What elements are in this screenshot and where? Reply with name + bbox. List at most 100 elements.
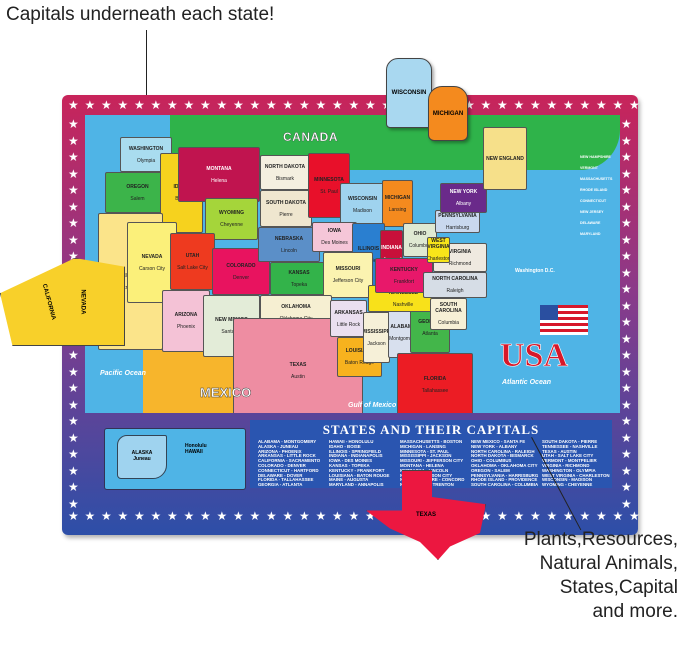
star-icon: ★ (68, 216, 79, 230)
star-icon: ★ (101, 98, 112, 112)
state-arkansas[interactable]: ARKANSAS Little Rock (330, 300, 367, 337)
state-wisconsin[interactable]: WISCONSIN Madison (340, 183, 385, 227)
state-mississippi[interactable]: MISSISSIPPI Jackson (363, 312, 390, 363)
state-capital: Nashville (392, 301, 414, 308)
star-icon: ★ (621, 430, 632, 445)
star-icon: ★ (68, 183, 79, 197)
star-icon: ★ (68, 430, 79, 445)
star-icon: ★ (365, 509, 376, 523)
state-name: LOUISIANA (345, 348, 374, 354)
state-name: COLORADO (226, 262, 256, 269)
state-capital: Bismark (275, 175, 295, 182)
state-nebraska[interactable]: NEBRASKA Lincoln (258, 227, 320, 262)
state-florida[interactable]: FLORIDA Tallahassee (397, 353, 473, 413)
star-icon: ★ (249, 98, 261, 112)
state-capital: Montgomery (389, 336, 417, 342)
state-kansas[interactable]: KANSAS Topeka (270, 262, 328, 295)
star-icon: ★ (621, 232, 632, 247)
capital-entry: CONNECTICUT - HARTFORD (258, 467, 319, 473)
star-icon: ★ (299, 98, 310, 112)
state-new-england[interactable]: NEW ENGLAND (483, 127, 527, 190)
loose-piece-michigan[interactable]: MICHIGAN (428, 86, 468, 141)
state-capital: Madison (353, 208, 372, 214)
star-icon: ★ (68, 381, 79, 395)
state-south-carolina[interactable]: SOUTH CAROLINA Columbia (430, 298, 467, 330)
capital-entry: WASHINGTON - OLYMPIA (542, 467, 596, 473)
state-utah[interactable]: UTAH Salt Lake City (170, 233, 215, 290)
alaska-piece[interactable]: ALASKA Juneau (117, 435, 167, 479)
state-label-maryland: MARYLAND (580, 232, 601, 236)
star-icon: ★ (596, 509, 607, 523)
capital-entry: MICHIGAN - LANSING (400, 443, 446, 449)
star-icon: ★ (621, 183, 632, 197)
star-icon: ★ (497, 98, 508, 112)
state-name: NEW ENGLAND (486, 155, 524, 162)
pacific-ocean-label: Pacific Ocean (100, 370, 146, 377)
state-label-vermont: VERMONT (580, 166, 598, 170)
state-name: KANSAS (288, 269, 310, 276)
capitals-title: STATES AND THEIR CAPITALS (322, 422, 540, 437)
star-icon: ★ (621, 117, 632, 131)
state-west-virginia[interactable]: WEST VIRGINIA Charleston (427, 237, 450, 263)
star-icon: ★ (216, 509, 228, 523)
state-capital: Des Moines (321, 240, 348, 246)
star-icon: ★ (513, 509, 525, 523)
star-icon: ★ (68, 463, 79, 478)
state-name: ILLINOIS (357, 246, 380, 252)
capital-entry: LOUISIANA - BATON ROUGE (329, 472, 390, 478)
us-map: WASHINGTONOlympiaOREGONSalemIDAHOBoiseMO… (85, 115, 620, 413)
state-name: WEST VIRGINIA (427, 238, 450, 250)
capital-entry: UTAH - SALT LAKE CITY (542, 453, 594, 459)
star-icon: ★ (68, 150, 79, 164)
capital-entry: MASSACHUSETTS - BOSTON (400, 439, 463, 444)
state-new-york[interactable]: NEW YORK Albany (440, 183, 487, 213)
star-icon: ★ (68, 509, 79, 523)
star-icon: ★ (621, 315, 632, 329)
state-capital: Topeka (290, 281, 308, 288)
state-capital: Little Rock (336, 321, 361, 328)
star-icon: ★ (621, 265, 632, 280)
state-capital: Santa Fe (221, 329, 242, 335)
state-capital: Austin (291, 373, 305, 380)
capital-entry: SOUTH CAROLINA - COLUMBIA (471, 482, 539, 488)
state-iowa[interactable]: IOWA Des Moines (312, 222, 357, 252)
state-south-dakota[interactable]: SOUTH DAKOTA Pierre (260, 190, 312, 227)
state-arizona[interactable]: ARIZONA Phoenix (162, 290, 210, 352)
capital-entry: OREGON - SALEM (471, 467, 510, 473)
star-icon: ★ (621, 463, 632, 478)
state-nevada[interactable]: NEVADA Carson City (127, 222, 177, 303)
loose-piece-california-nevada[interactable]: CALIFORNIA NEVADA (0, 258, 125, 346)
state-name: OREGON (126, 183, 149, 190)
state-michigan[interactable]: MICHIGAN Lansing (382, 180, 413, 227)
state-label-massachusetts: MASSACHUSETTS (580, 177, 613, 181)
state-north-dakota[interactable]: NORTH DAKOTA Bismark (260, 155, 310, 190)
state-oregon[interactable]: OREGON Salem (105, 172, 170, 213)
capital-entry: TEXAS - AUSTIN (542, 448, 577, 454)
capital-entry: NORTH DAKOTA - BISMARCK (471, 453, 534, 459)
star-icon: ★ (150, 509, 162, 523)
star-icon: ★ (621, 496, 632, 511)
state-label-new-jersey: NEW JERSEY (580, 210, 604, 214)
state-capital: Carson City (138, 265, 166, 272)
capital-entry: WEST VIRGINIA - CHARLESTON (542, 472, 610, 478)
capital-entry: MAINE - AUGUSTA (329, 477, 369, 483)
state-name: WASHINGTON (128, 145, 164, 152)
alaska-hawaii-inset: ALASKA Juneau Honolulu HAWAII (104, 428, 246, 490)
state-pennsylvania[interactable]: PENNSYLVANIA Harrisburg (435, 210, 480, 233)
loose-piece-wisconsin[interactable]: WISCONSIN (386, 58, 432, 128)
state-missouri[interactable]: MISSOURI Jefferson City (323, 252, 373, 298)
capital-entry: MINNESOTA - ST. PAUL (400, 448, 449, 454)
state-north-carolina[interactable]: NORTH CAROLINA Raleigh (423, 272, 487, 298)
capital-entry: DELAWARE - DOVER (258, 472, 303, 478)
star-icon: ★ (621, 348, 632, 362)
state-name: TEXAS (289, 361, 307, 368)
star-icon: ★ (621, 447, 632, 461)
star-icon: ★ (183, 98, 195, 112)
capitals-column: HAWAII - HONOLULU IDAHO - BOISE ILLINOIS -… (329, 439, 399, 488)
star-icon: ★ (332, 509, 343, 523)
state-capital: Jackson (367, 340, 386, 347)
canada-label: CANADA (283, 130, 338, 144)
state-montana[interactable]: MONTANA Helena (178, 147, 260, 202)
state-capital: Charleston (427, 256, 450, 262)
capitals-column: SOUTH DAKOTA - PIERRE TENNESSEE - NASHVIL… (542, 439, 612, 488)
